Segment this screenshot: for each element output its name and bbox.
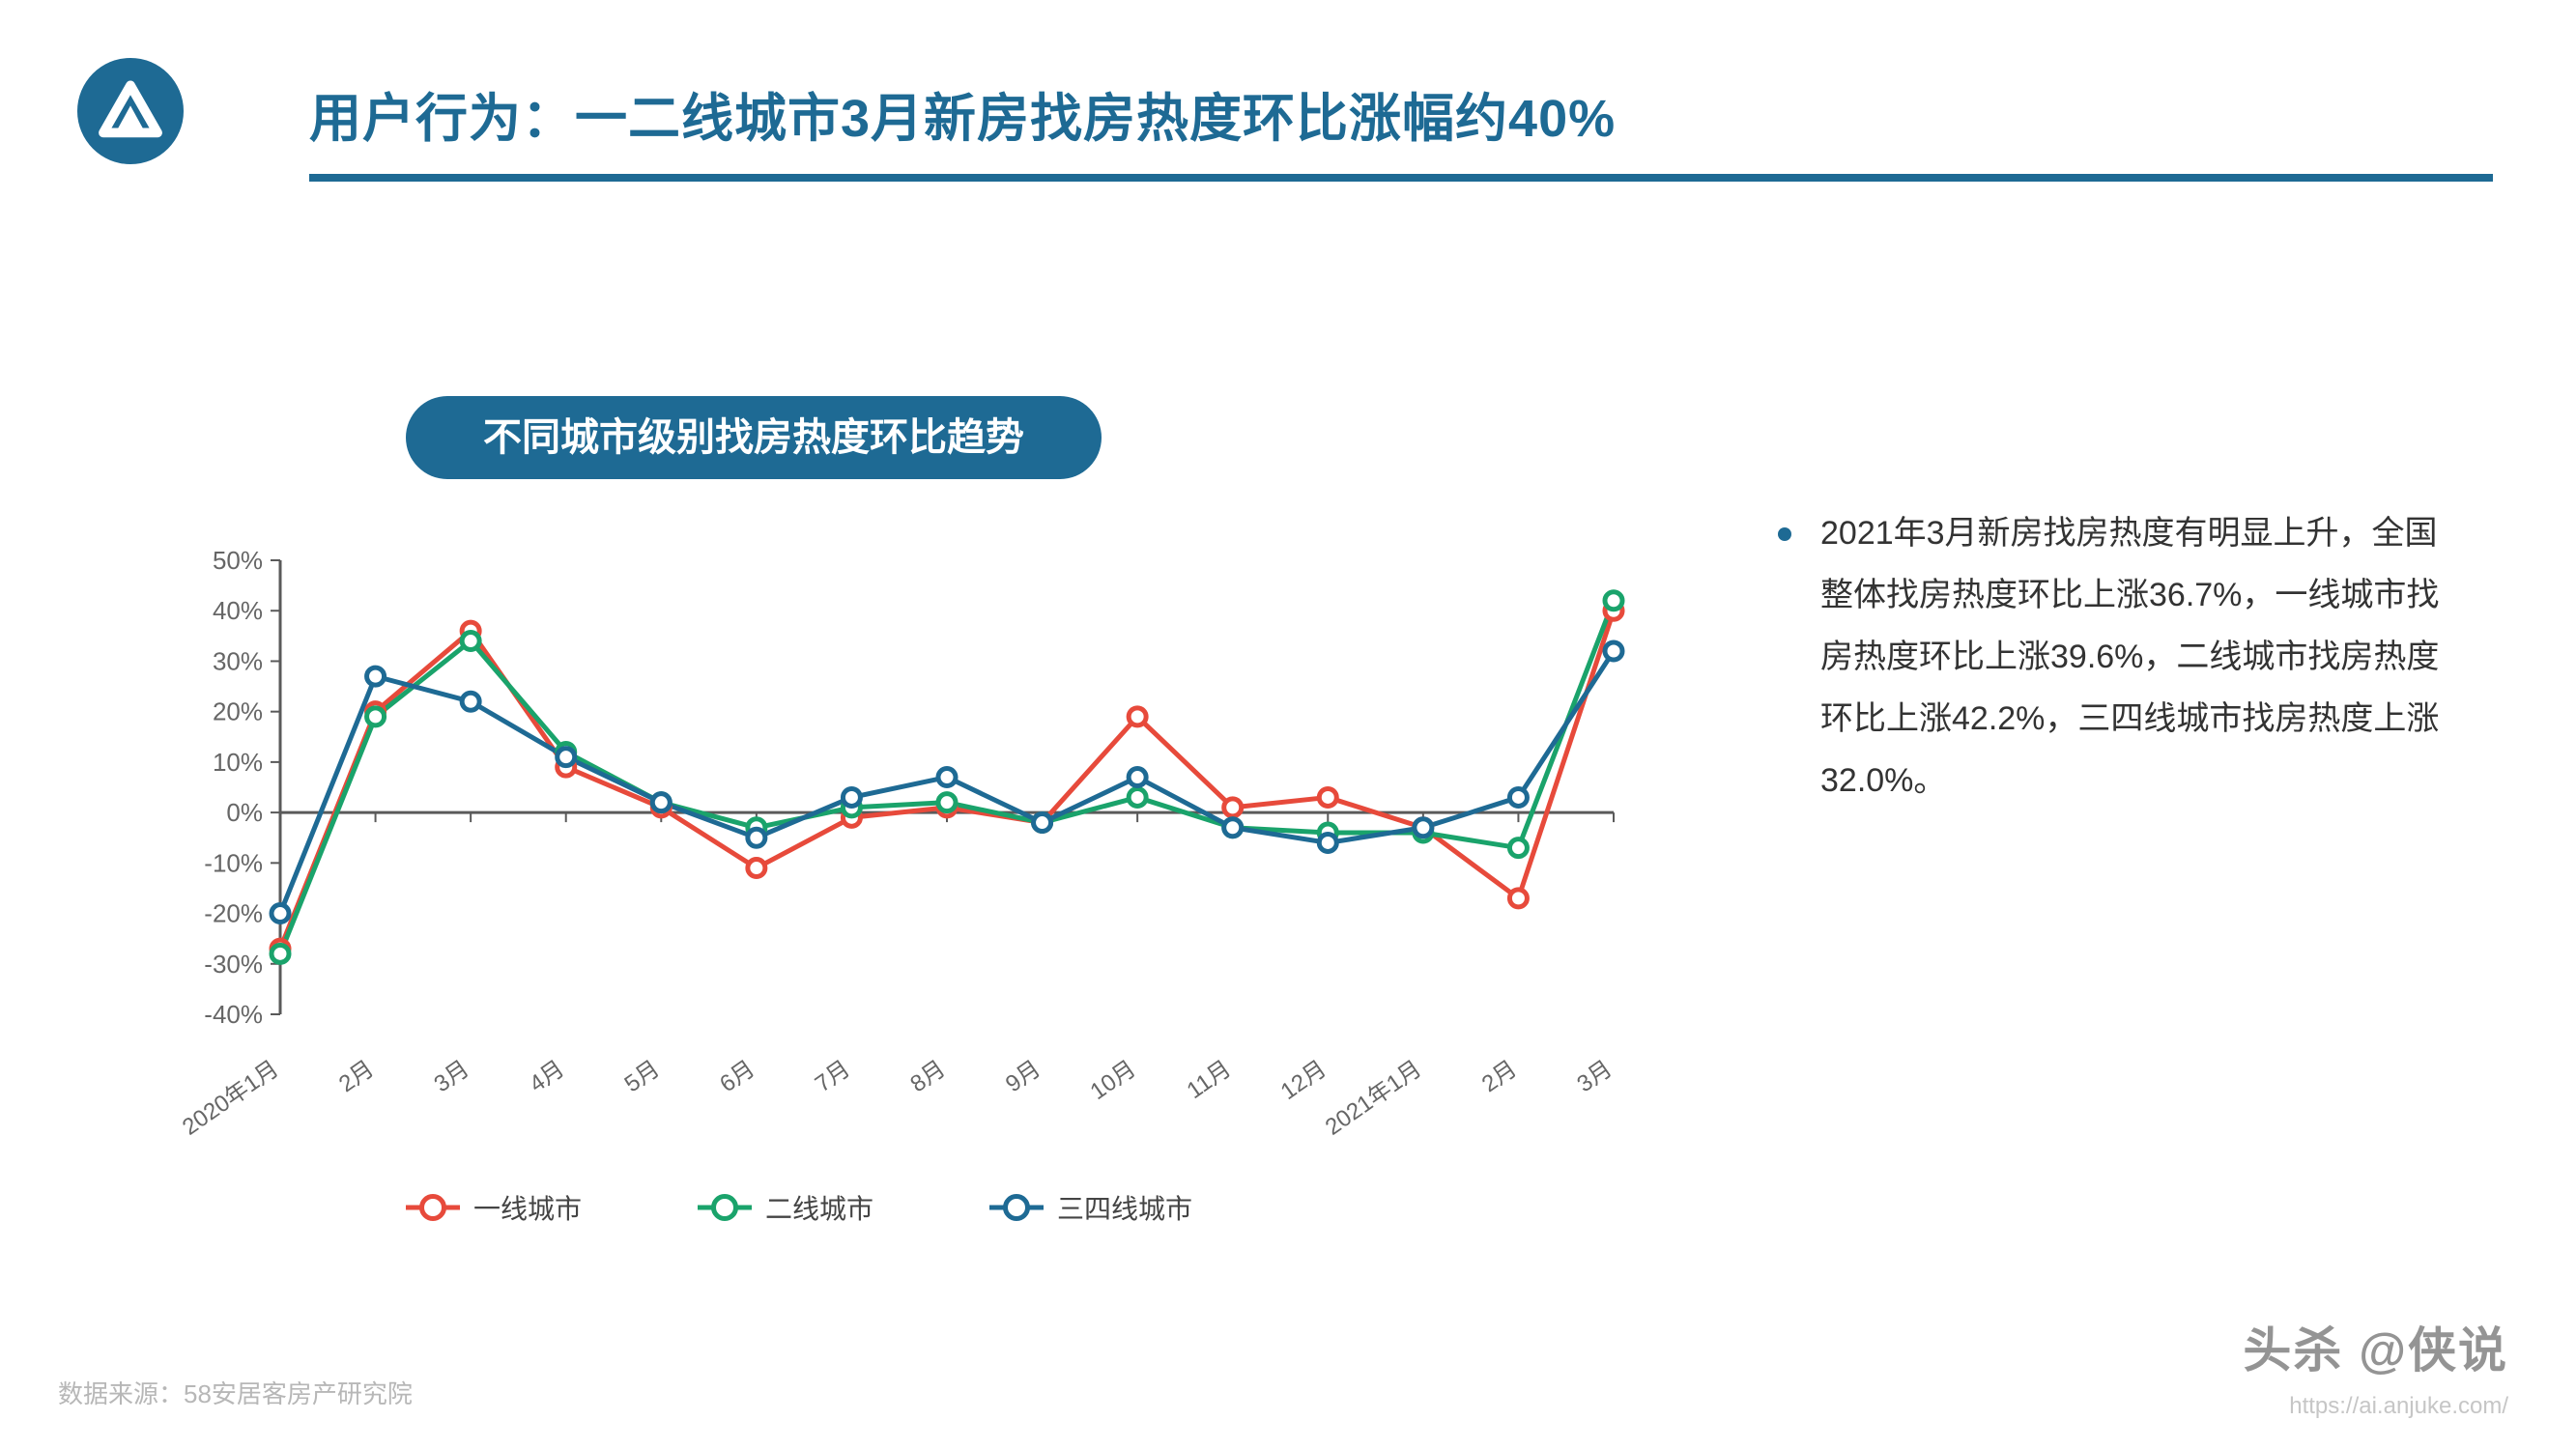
legend-marker <box>989 1196 1044 1219</box>
svg-text:10月: 10月 <box>1086 1056 1141 1105</box>
legend-item: 一线城市 <box>406 1188 582 1227</box>
svg-text:2月: 2月 <box>1477 1056 1522 1098</box>
svg-text:3月: 3月 <box>429 1056 473 1098</box>
svg-text:3月: 3月 <box>1572 1056 1617 1098</box>
svg-text:4月: 4月 <box>525 1056 569 1098</box>
watermark: 头杀 @侠说 <box>2243 1312 2508 1381</box>
svg-text:40%: 40% <box>213 596 263 625</box>
bullet-list: 2021年3月新房找房热度有明显上升，全国整体找房热度环比上涨36.7%，一线城… <box>1778 502 2464 811</box>
legend-label: 三四线城市 <box>1057 1188 1192 1227</box>
line-chart: -40% -30% -20% -10% 0% 10% 20% 30% 40% 50% 2020年1月… <box>174 541 1643 1179</box>
legend-item: 三四线城市 <box>989 1188 1192 1227</box>
logo-icon <box>97 77 164 145</box>
svg-text:9月: 9月 <box>1001 1056 1045 1098</box>
svg-text:11月: 11月 <box>1183 1056 1237 1104</box>
svg-text:8月: 8月 <box>905 1056 950 1098</box>
svg-text:2月: 2月 <box>334 1056 379 1098</box>
svg-text:-20%: -20% <box>204 899 263 928</box>
svg-text:5月: 5月 <box>620 1056 665 1098</box>
svg-text:-40%: -40% <box>204 1000 263 1029</box>
slide: 用户行为：一二线城市3月新房找房热度环比涨幅约40% 不同城市级别找房热度环比趋… <box>0 0 2576 1449</box>
svg-text:10%: 10% <box>213 748 263 777</box>
legend-label: 二线城市 <box>765 1188 873 1227</box>
svg-text:50%: 50% <box>213 546 263 575</box>
svg-text:20%: 20% <box>213 697 263 726</box>
footer-url: https://ai.anjuke.com/ <box>2289 1393 2508 1420</box>
chart-svg: -40% -30% -20% -10% 0% 10% 20% 30% 40% 50% 2020年1月… <box>174 541 1643 1179</box>
title-underline <box>309 174 2493 182</box>
svg-text:2020年1月: 2020年1月 <box>178 1056 283 1141</box>
data-source: 数据来源：58安居客房产研究院 <box>58 1375 413 1410</box>
legend-item: 二线城市 <box>698 1188 873 1227</box>
legend-label: 一线城市 <box>473 1188 582 1227</box>
page-title: 用户行为：一二线城市3月新房找房热度环比涨幅约40% <box>309 75 1616 152</box>
svg-text:-10%: -10% <box>204 848 263 877</box>
svg-text:0%: 0% <box>226 798 263 827</box>
svg-text:2021年1月: 2021年1月 <box>1321 1056 1426 1141</box>
svg-text:-30%: -30% <box>204 950 263 979</box>
svg-text:7月: 7月 <box>811 1056 855 1098</box>
legend-marker <box>406 1196 460 1219</box>
svg-text:6月: 6月 <box>715 1056 759 1098</box>
svg-text:30%: 30% <box>213 646 263 675</box>
chart-title-banner: 不同城市级别找房热度环比趋势 <box>406 396 1102 479</box>
bullet-item: 2021年3月新房找房热度有明显上升，全国整体找房热度环比上涨36.7%，一线城… <box>1778 502 2464 811</box>
chart-legend: 一线城市 二线城市 三四线城市 <box>406 1188 1469 1227</box>
svg-text:12月: 12月 <box>1276 1056 1331 1105</box>
legend-marker <box>698 1196 752 1219</box>
brand-logo <box>77 58 184 164</box>
